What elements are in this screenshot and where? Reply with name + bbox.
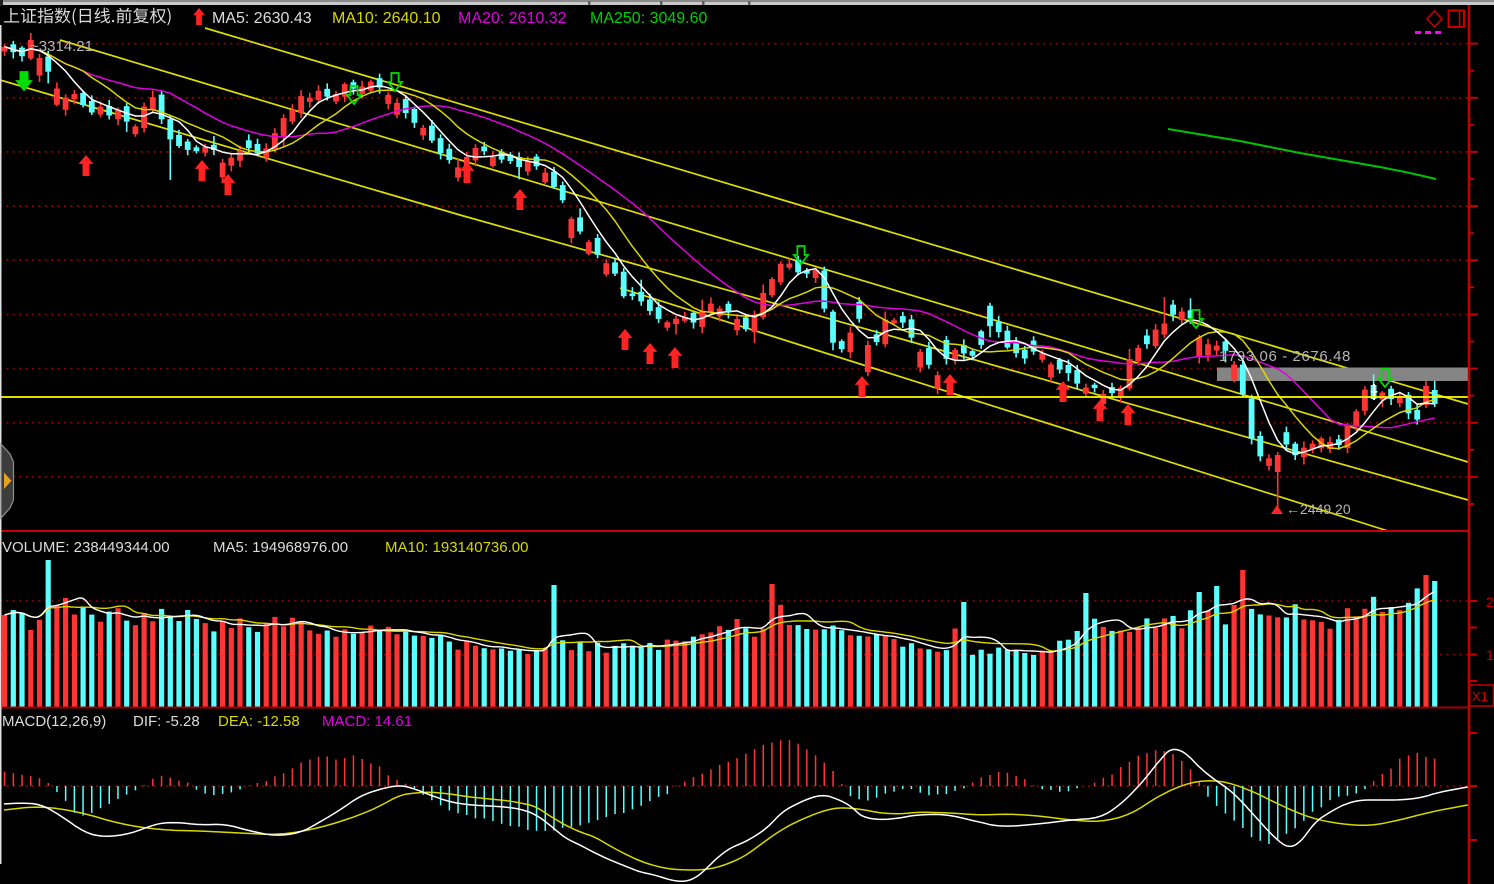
svg-text:MA10: 193140736.00: MA10: 193140736.00 bbox=[385, 539, 528, 556]
svg-text:2: 2 bbox=[1486, 594, 1494, 610]
svg-text:MA5: 2630.43: MA5: 2630.43 bbox=[212, 10, 312, 27]
svg-text:←2449.20: ←2449.20 bbox=[1286, 501, 1351, 517]
svg-text:MACD: 14.61: MACD: 14.61 bbox=[322, 713, 412, 730]
svg-text:X1: X1 bbox=[1472, 689, 1488, 704]
svg-text:MA10: 2640.10: MA10: 2640.10 bbox=[332, 10, 441, 27]
svg-text:~3314.21: ~3314.21 bbox=[30, 38, 93, 55]
svg-text:VOLUME: 238449344.00: VOLUME: 238449344.00 bbox=[2, 539, 170, 556]
svg-text:DEA: -12.58: DEA: -12.58 bbox=[218, 713, 300, 730]
svg-text:MACD(12,26,9): MACD(12,26,9) bbox=[2, 713, 106, 730]
svg-text:MA250: 3049.60: MA250: 3049.60 bbox=[590, 10, 708, 27]
svg-text:DIF: -5.28: DIF: -5.28 bbox=[133, 713, 200, 730]
svg-text:MA20: 2610.32: MA20: 2610.32 bbox=[458, 10, 567, 27]
svg-text:MA5: 194968976.00: MA5: 194968976.00 bbox=[213, 539, 348, 556]
svg-text:1793.06 - 2676.48: 1793.06 - 2676.48 bbox=[1219, 348, 1351, 365]
svg-text:1: 1 bbox=[1486, 647, 1494, 663]
